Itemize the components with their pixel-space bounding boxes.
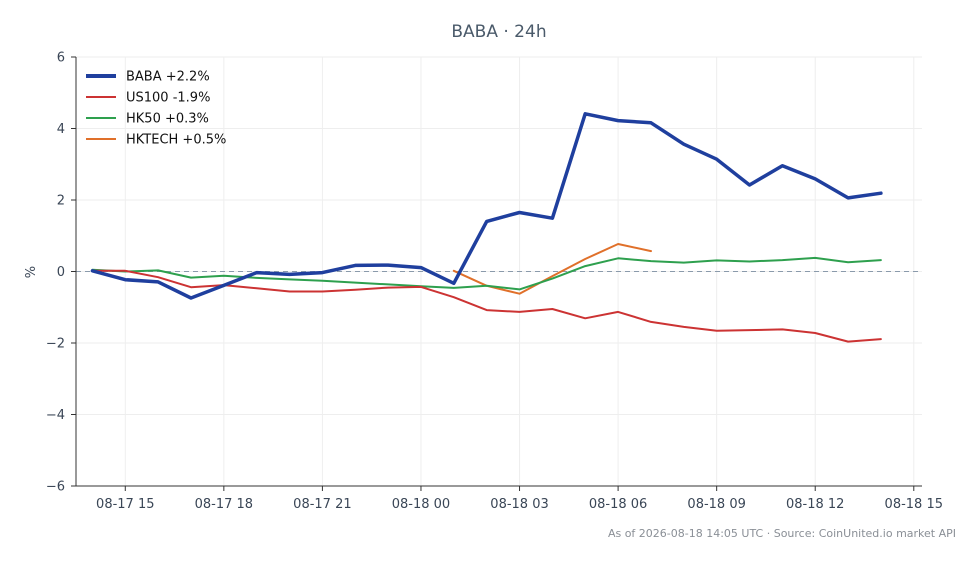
- series-lines: [90, 112, 883, 343]
- legend-label: US100 -1.9%: [126, 91, 210, 106]
- x-tick-label: 08-17 21: [293, 497, 351, 512]
- x-tick-label: 08-17 15: [96, 497, 154, 512]
- y-tick-label: 0: [57, 265, 65, 280]
- legend: BABA +2.2% US100 -1.9% HK50 +0.3% HKTECH +0…: [86, 70, 226, 148]
- chart-title: BABA · 24h: [451, 22, 546, 42]
- y-axis-label: %: [24, 266, 39, 278]
- legend-label: BABA +2.2%: [126, 70, 210, 85]
- footer-source: As of 2026-08-18 14:05 UTC · Source: Coi…: [608, 527, 956, 540]
- y-tick-label: 4: [57, 122, 65, 137]
- x-axis-ticks: 08-17 15 08-17 18 08-17 21 08-18 00 08-18 03…: [96, 486, 943, 512]
- x-tick-label: 08-18 09: [687, 497, 745, 512]
- x-tick-label: 08-17 18: [195, 497, 253, 512]
- series-line: [91, 269, 882, 343]
- series-line: [91, 256, 882, 291]
- x-tick-label: 08-18 03: [490, 497, 548, 512]
- x-tick-label: 08-18 15: [885, 497, 943, 512]
- x-tick-label: 08-18 06: [589, 497, 647, 512]
- y-tick-label: 6: [57, 51, 65, 66]
- y-tick-label: 2: [57, 194, 65, 209]
- y-tick-label: −2: [46, 337, 65, 352]
- x-tick-label: 08-18 12: [786, 497, 844, 512]
- legend-label: HK50 +0.3%: [126, 112, 209, 127]
- legend-label: HKTECH +0.5%: [126, 133, 226, 148]
- series-line: [90, 112, 883, 300]
- x-tick-label: 08-18 00: [392, 497, 450, 512]
- y-axis-ticks: 6 4 2 0 −2 −4 −6: [46, 51, 76, 495]
- y-tick-label: −6: [46, 480, 65, 495]
- y-tick-label: −4: [46, 408, 65, 423]
